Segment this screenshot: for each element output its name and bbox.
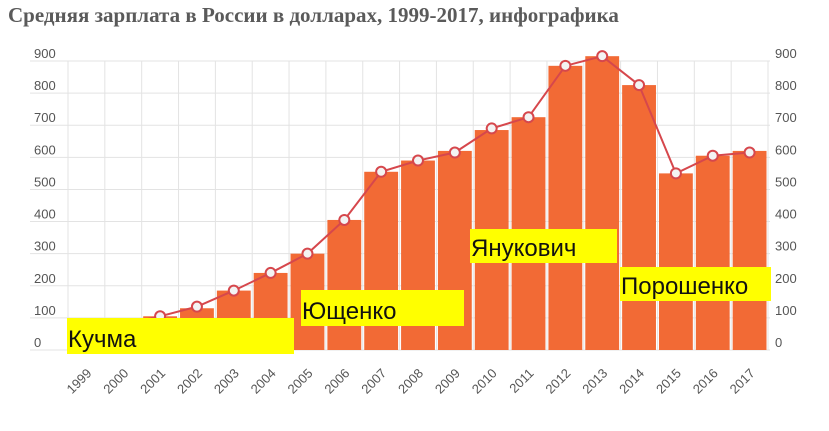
x-tick-label: 2000 [100,366,131,397]
x-tick-label: 2004 [248,366,279,397]
x-tick-label: 1999 [63,366,94,397]
y-tick-label-left: 500 [34,174,56,189]
point-2006 [338,213,351,226]
x-tick-label: 2006 [321,366,352,397]
x-tick-label: 2013 [579,366,610,397]
point-2009 [448,146,461,159]
bar-2016 [695,155,730,350]
y-tick-label-right: 600 [775,142,797,157]
x-tick-label: 2008 [395,366,426,397]
x-tick-label: 2010 [469,366,500,397]
label-box [620,267,771,301]
y-tick-label-right: 500 [775,174,797,189]
y-tick-label-right: 100 [775,303,797,318]
trend-line [80,50,756,337]
label-text: Ющенко [302,298,396,325]
y-tick-label-left: 800 [34,78,56,93]
x-tick-label: 2011 [506,366,536,396]
point-2005 [301,247,314,260]
bar-2014 [622,85,656,350]
y-tick-label-right: 0 [775,335,782,350]
y-tick-label-left: 200 [34,271,56,286]
point-2017 [743,146,756,159]
label-box [67,318,294,354]
label-text: Янукович [471,235,576,262]
point-2007 [375,165,388,178]
y-tick-label-right: 400 [775,207,797,222]
label-text: Порошенко [621,273,748,300]
x-tick-label: 2015 [653,366,684,397]
y-tick-label-left: 400 [34,207,56,222]
point-2011 [522,111,535,124]
point-2008 [412,154,424,167]
x-tick-label: 2002 [174,366,205,397]
point-2014 [633,79,646,92]
x-tick-label: 2005 [285,366,316,397]
bar-2015 [658,173,693,350]
x-tick-label: 2014 [616,366,647,397]
bar-2012 [548,65,583,351]
bar-2006 [327,219,362,350]
x-tick-label: 2007 [358,366,389,397]
y-tick-label-left: 100 [34,303,56,318]
bar-2017 [732,150,767,350]
x-tick-label: 2003 [211,366,242,397]
label-box [470,229,617,263]
y-tick-label-left: 600 [34,142,56,157]
president-labels: Кучма Ющенко Янукович Порошенко [67,229,771,354]
point-2012 [559,59,572,72]
y-tick-label-left: 0 [34,335,41,350]
y-tick-label-left: 300 [34,239,56,254]
y-axis-left: 0 100 200 300 400 500 600 700 800 900 [34,46,56,350]
y-tick-label-right: 800 [775,78,797,93]
x-tick-label: 2017 [727,366,758,397]
y-tick-label-left: 900 [34,46,56,61]
x-axis: 1999 2000 2001 2002 2003 2004 2005 2006 2007 2008… [63,366,757,397]
y-tick-label-right: 300 [775,239,797,254]
y-tick-label-left: 700 [34,110,56,125]
point-2015 [669,167,682,180]
point-2004 [264,266,277,279]
y-tick-label-right: 200 [775,271,797,286]
x-tick-label: 2001 [137,366,168,397]
bar-2013 [585,56,620,350]
point-2003 [227,284,240,297]
point-2016 [706,149,719,162]
y-tick-label-right: 900 [775,46,797,61]
point-2002 [190,300,203,313]
point-2013 [596,50,609,63]
label-text: Кучма [68,326,137,353]
x-tick-label: 2012 [542,366,573,397]
x-tick-label: 2016 [690,366,721,397]
x-tick-label: 2009 [432,366,463,397]
point-2010 [485,122,498,135]
chart-title: Средняя зарплата в России в долларах, 19… [8,3,619,27]
y-tick-label-right: 700 [775,110,797,125]
label-box [301,290,464,326]
y-axis-right: 0 100 200 300 400 500 600 700 800 900 [775,46,797,350]
